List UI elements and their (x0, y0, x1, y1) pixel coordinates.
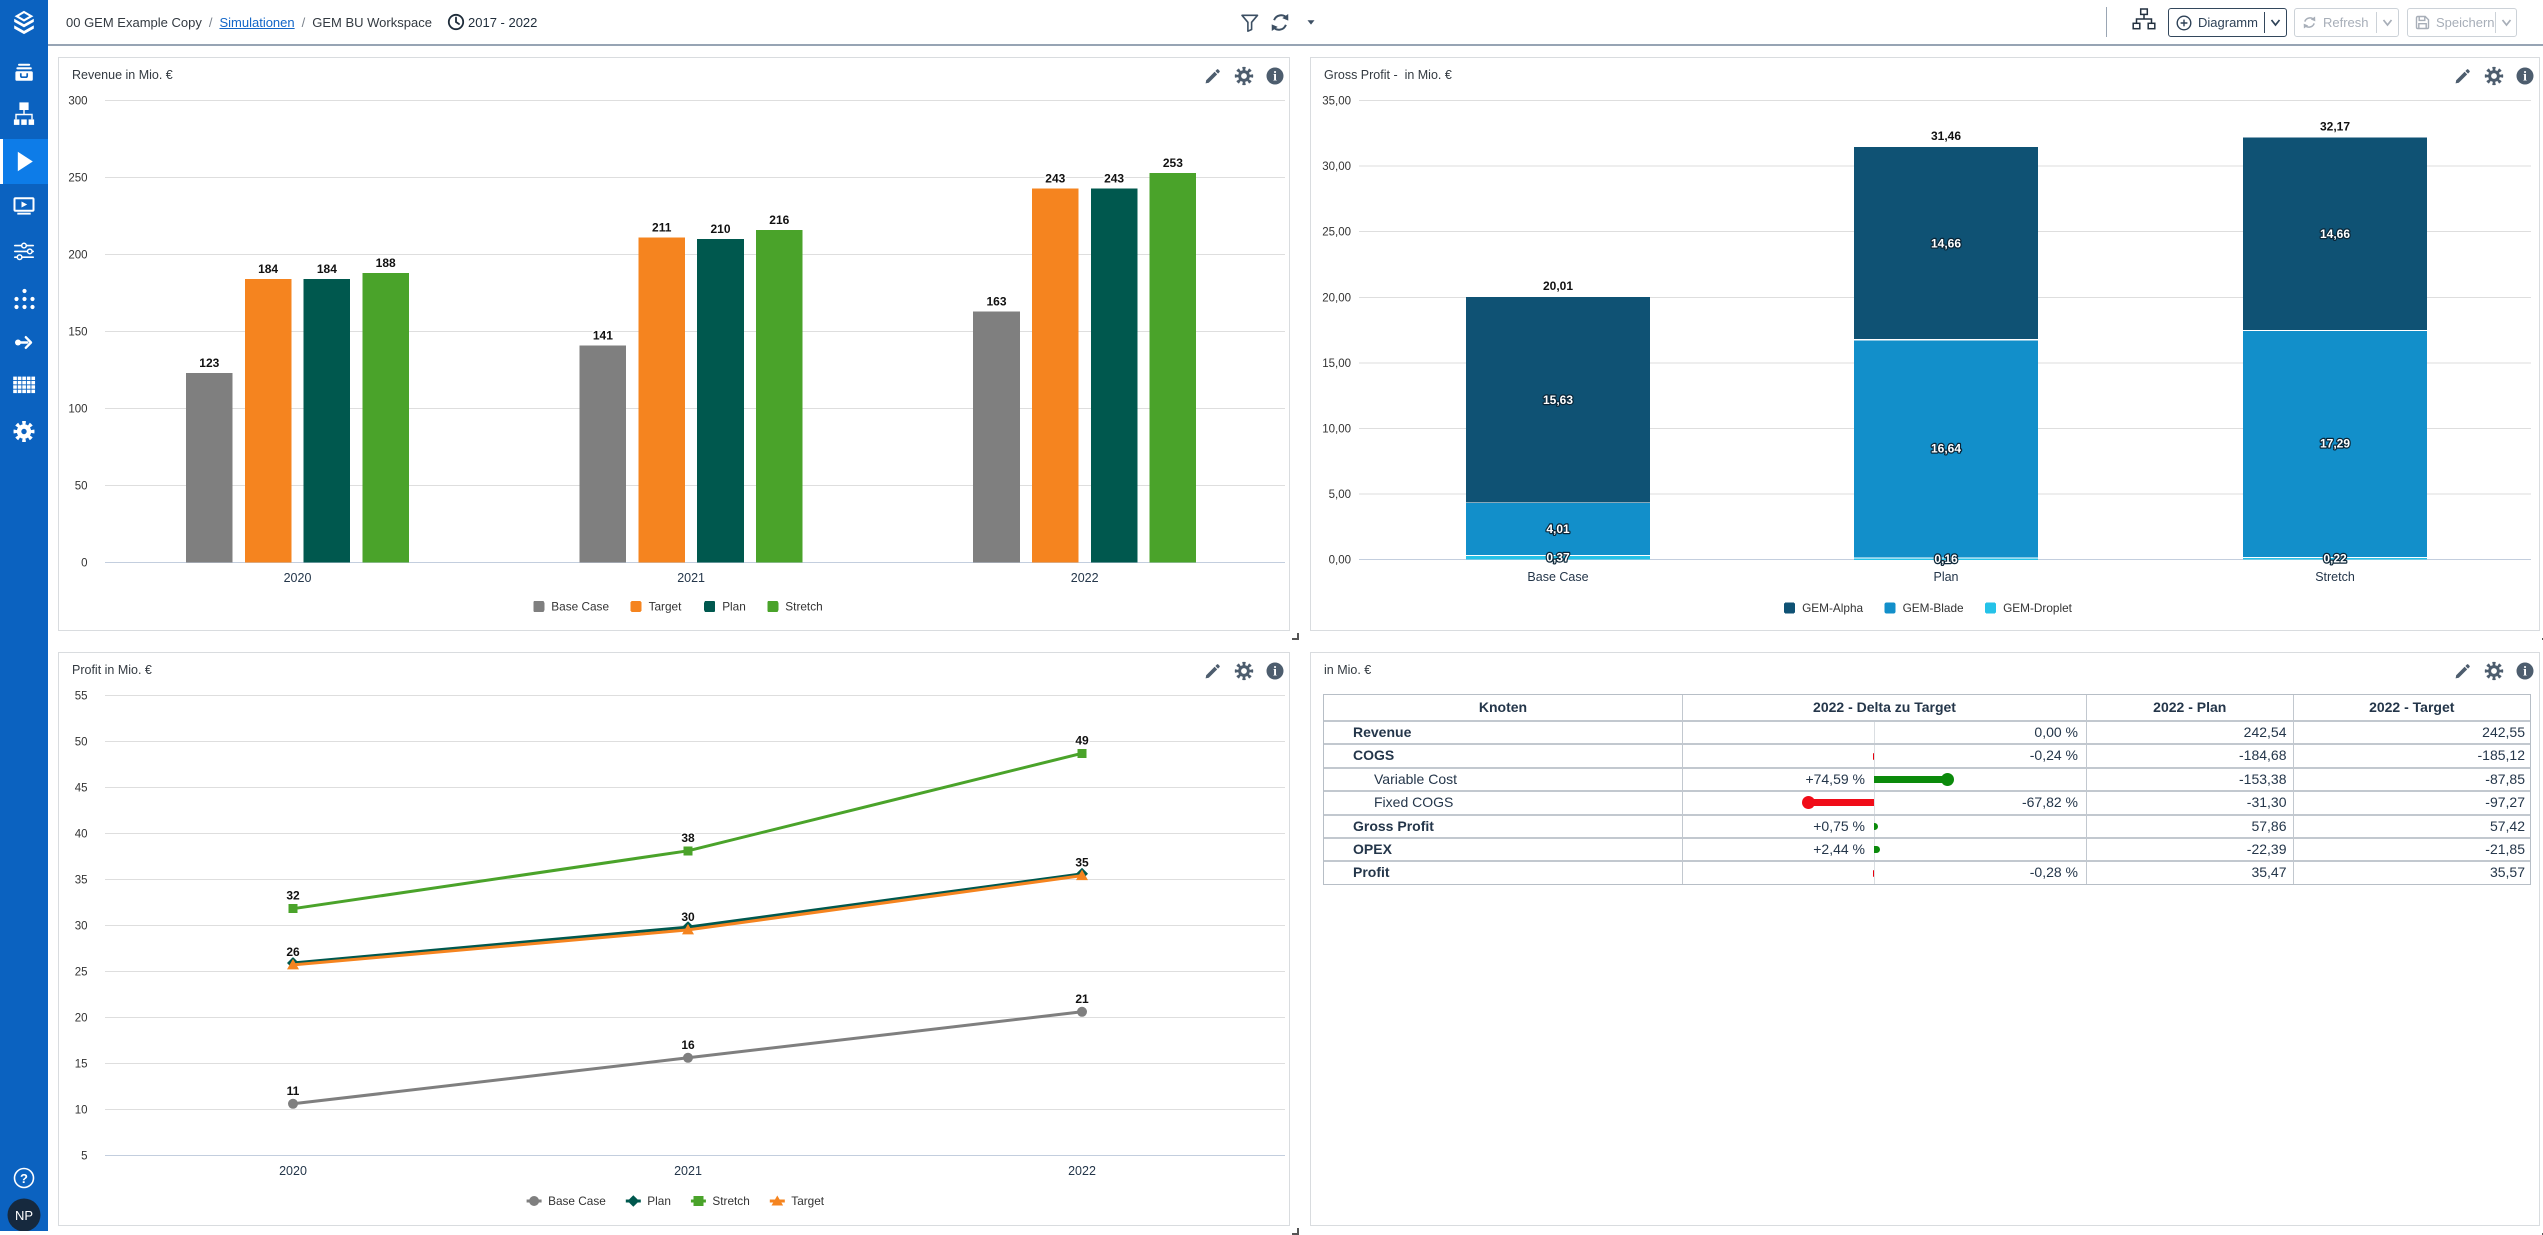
svg-text:?: ? (20, 1171, 28, 1186)
svg-text:14,66: 14,66 (1931, 236, 1961, 250)
svg-text:40: 40 (75, 828, 88, 840)
svg-text:Base Case: Base Case (551, 600, 609, 614)
svg-text:i: i (2523, 664, 2527, 679)
svg-text:0: 0 (81, 558, 87, 570)
svg-text:2020: 2020 (284, 571, 312, 585)
svg-text:Stretch: Stretch (712, 1194, 749, 1208)
svg-text:49: 49 (1075, 733, 1089, 747)
svg-text:4,01: 4,01 (1546, 522, 1570, 536)
svg-text:35,00: 35,00 (1322, 96, 1351, 108)
svg-text:Stretch: Stretch (2315, 570, 2355, 584)
svg-text:35: 35 (75, 874, 88, 886)
svg-text:10,00: 10,00 (1322, 424, 1351, 436)
svg-text:0,22: 0,22 (2323, 552, 2347, 566)
svg-text:300: 300 (68, 96, 87, 108)
svg-text:16,64: 16,64 (1931, 442, 1961, 456)
svg-text:Target: Target (791, 1194, 825, 1208)
svg-text:5,00: 5,00 (1329, 489, 1351, 501)
svg-text:0,37: 0,37 (1546, 551, 1570, 565)
svg-text:NP: NP (15, 1208, 33, 1223)
svg-text:188: 188 (376, 256, 396, 270)
svg-text:31,46: 31,46 (1931, 129, 1961, 143)
svg-text:0,00: 0,00 (1329, 555, 1351, 567)
svg-text:243: 243 (1104, 171, 1124, 185)
svg-text:2021: 2021 (677, 571, 705, 585)
svg-text:15: 15 (75, 1058, 88, 1070)
svg-text:21: 21 (1075, 992, 1089, 1006)
svg-text:Plan: Plan (647, 1194, 671, 1208)
svg-text:20,00: 20,00 (1322, 292, 1351, 304)
svg-text:Base Case: Base Case (548, 1194, 606, 1208)
svg-text:100: 100 (68, 404, 87, 416)
svg-text:2022: 2022 (1071, 571, 1099, 585)
svg-text:20,01: 20,01 (1543, 279, 1573, 293)
svg-text:32,17: 32,17 (2320, 120, 2350, 134)
svg-text:16: 16 (681, 1038, 695, 1052)
svg-text:50: 50 (75, 736, 88, 748)
svg-text:141: 141 (593, 329, 613, 343)
svg-text:2020: 2020 (279, 1164, 307, 1178)
svg-text:211: 211 (652, 221, 672, 235)
svg-text:i: i (1273, 69, 1277, 84)
svg-text:25: 25 (75, 966, 88, 978)
svg-text:20: 20 (75, 1012, 88, 1024)
svg-text:253: 253 (1163, 156, 1183, 170)
svg-text:250: 250 (68, 173, 87, 185)
svg-text:Plan: Plan (722, 600, 746, 614)
svg-text:0,16: 0,16 (1934, 552, 1958, 566)
svg-text:GEM-Blade: GEM-Blade (1903, 601, 1964, 615)
svg-text:GEM-Alpha: GEM-Alpha (1802, 601, 1863, 615)
svg-text:17,29: 17,29 (2320, 437, 2350, 451)
svg-text:45: 45 (75, 782, 88, 794)
svg-text:Plan: Plan (1933, 570, 1958, 584)
svg-text:25,00: 25,00 (1322, 227, 1351, 239)
svg-text:11: 11 (287, 1084, 300, 1098)
svg-text:30: 30 (75, 920, 88, 932)
svg-text:32: 32 (286, 889, 300, 903)
svg-text:14,66: 14,66 (2320, 227, 2350, 241)
svg-text:i: i (2523, 69, 2527, 84)
svg-text:GEM-Droplet: GEM-Droplet (2003, 601, 2073, 615)
svg-text:2022: 2022 (1068, 1164, 1096, 1178)
svg-text:10: 10 (75, 1104, 88, 1116)
svg-text:30,00: 30,00 (1322, 161, 1351, 173)
svg-text:163: 163 (986, 295, 1006, 309)
svg-text:184: 184 (258, 262, 278, 276)
svg-text:26: 26 (286, 945, 300, 959)
svg-text:15,00: 15,00 (1322, 358, 1351, 370)
svg-text:38: 38 (681, 831, 695, 845)
svg-text:30: 30 (681, 910, 695, 924)
svg-text:216: 216 (769, 213, 789, 227)
svg-text:55: 55 (75, 690, 88, 702)
svg-text:210: 210 (710, 222, 730, 236)
svg-text:200: 200 (68, 250, 87, 262)
svg-text:243: 243 (1045, 171, 1065, 185)
svg-text:35: 35 (1075, 856, 1089, 870)
svg-text:2021: 2021 (674, 1164, 702, 1178)
svg-text:5: 5 (81, 1150, 87, 1162)
svg-text:123: 123 (199, 356, 219, 370)
svg-text:15,63: 15,63 (1543, 393, 1573, 407)
svg-text:Target: Target (649, 600, 683, 614)
svg-text:50: 50 (75, 481, 88, 493)
svg-text:i: i (1273, 664, 1277, 679)
svg-text:Stretch: Stretch (785, 600, 822, 614)
svg-text:150: 150 (68, 327, 87, 339)
svg-text:184: 184 (317, 262, 337, 276)
svg-text:Base Case: Base Case (1527, 570, 1588, 584)
